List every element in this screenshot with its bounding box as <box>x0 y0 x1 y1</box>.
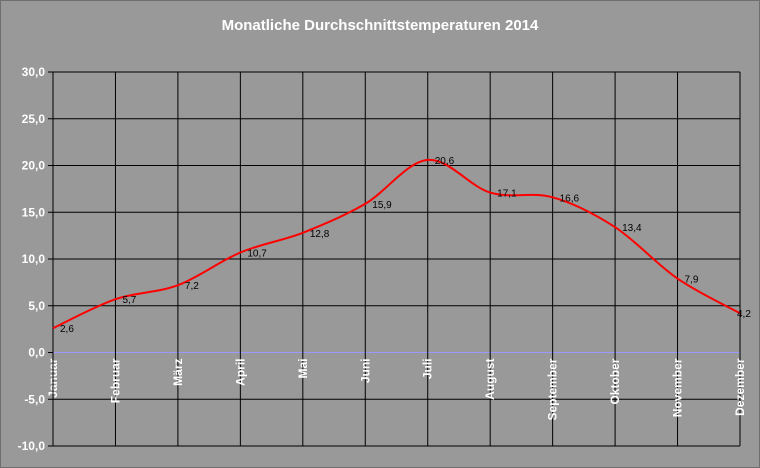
data-point <box>302 232 304 234</box>
x-tick-label: Juni <box>358 359 372 384</box>
y-tick-label: 0,0 <box>28 346 45 360</box>
data-point <box>177 284 179 286</box>
data-label: 7,9 <box>685 275 699 286</box>
data-label: 12,8 <box>310 229 330 240</box>
data-label: 20,6 <box>435 156 455 167</box>
data-label: 2,6 <box>60 324 74 335</box>
x-tick-label: Mai <box>296 359 310 379</box>
data-label: 15,9 <box>372 200 392 211</box>
series-line <box>52 158 741 330</box>
data-label: 7,2 <box>185 281 199 292</box>
y-tick-label: 20,0 <box>22 159 46 173</box>
data-point <box>552 196 554 198</box>
y-tick-label: -5,0 <box>24 392 45 406</box>
y-tick-label: 25,0 <box>22 112 46 126</box>
y-tick-label: 5,0 <box>28 299 45 313</box>
y-tick-label: 30,0 <box>22 65 46 79</box>
data-label: 16,6 <box>560 193 580 204</box>
chart-title: Monatliche Durchschnittstemperaturen 201… <box>221 17 539 34</box>
data-point <box>239 251 241 253</box>
data-label: 10,7 <box>247 248 267 259</box>
x-tick-label: September <box>546 358 560 420</box>
data-point <box>114 298 116 300</box>
x-tick-label: April <box>233 359 247 386</box>
x-tick-label: November <box>671 358 685 417</box>
y-tick-label: 15,0 <box>22 205 46 219</box>
data-point <box>677 278 679 280</box>
data-label: 17,1 <box>497 189 517 200</box>
x-tick-label: Oktober <box>608 358 622 404</box>
data-label: 13,4 <box>622 223 642 234</box>
y-tick-label: 10,0 <box>22 252 46 266</box>
data-point <box>489 192 491 194</box>
data-point <box>52 327 54 329</box>
y-tick-label: -10,0 <box>18 439 46 453</box>
x-tick-label: Juli <box>421 359 435 380</box>
x-tick-label: Dezember <box>733 358 747 416</box>
x-tick-label: März <box>171 359 185 386</box>
x-tick-label: August <box>483 358 497 399</box>
data-point <box>364 203 366 205</box>
data-label: 5,7 <box>122 295 136 306</box>
data-label: 4,2 <box>737 309 751 320</box>
data-point <box>427 159 429 161</box>
x-tick-label: Februar <box>108 358 122 403</box>
data-point <box>614 226 616 228</box>
